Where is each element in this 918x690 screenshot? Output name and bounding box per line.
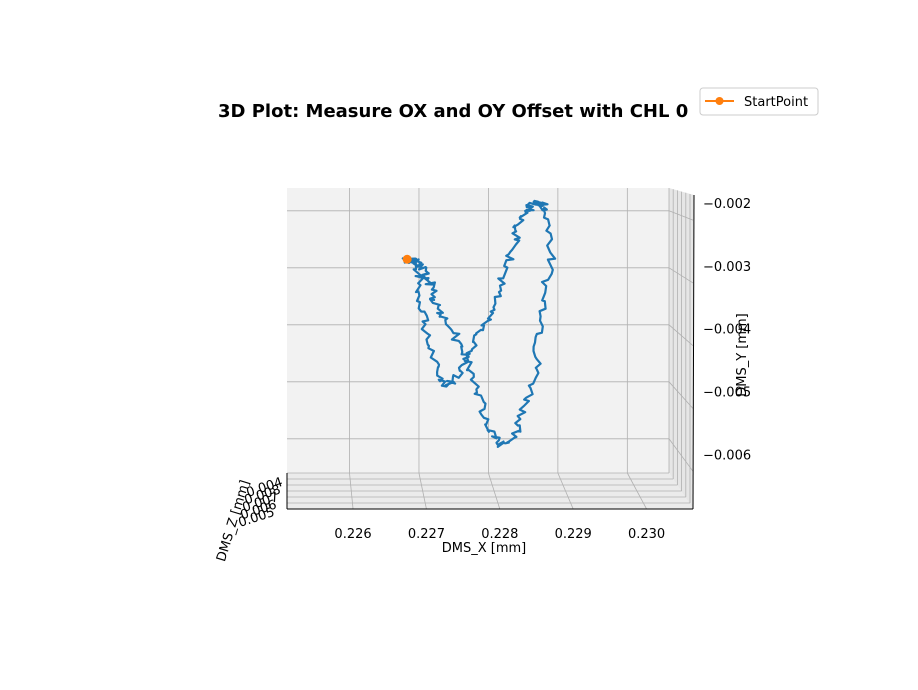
back-pane <box>287 188 669 473</box>
legend: StartPoint <box>699 87 819 116</box>
legend-label: StartPoint <box>744 95 808 110</box>
x-tick-label: 0.230 <box>628 527 665 542</box>
y-tick-labels: −0.002 −0.003 −0.004 −0.005 −0.006 <box>703 197 751 463</box>
legend-box <box>699 87 819 116</box>
y-tick-label: −0.004 <box>703 323 751 338</box>
y-tick-label: −0.002 <box>703 197 751 212</box>
x-tick-label: 0.229 <box>555 527 592 542</box>
x-tick-labels: 0.226 0.227 0.228 0.229 0.230 <box>334 527 665 542</box>
axis-lines <box>286 194 695 510</box>
axes-panes <box>287 188 694 509</box>
chart-title: 3D Plot: Measure OX and OY Offset with C… <box>218 101 688 122</box>
y-tick-label: −0.005 <box>703 386 751 401</box>
y-axis-label: DMS_Y [mm] <box>735 313 750 397</box>
legend-marker <box>715 97 724 105</box>
y-tick-label: −0.006 <box>703 448 751 463</box>
start-point-marker <box>402 254 412 264</box>
x-tick-label: 0.227 <box>408 527 445 542</box>
y-tick-label: −0.003 <box>703 260 751 275</box>
x-tick-label: 0.228 <box>481 527 518 542</box>
grid-lines <box>287 188 694 510</box>
x-tick-label: 0.226 <box>334 527 371 542</box>
series-line <box>401 199 557 448</box>
x-axis-label: DMS_X [mm] <box>442 541 527 556</box>
